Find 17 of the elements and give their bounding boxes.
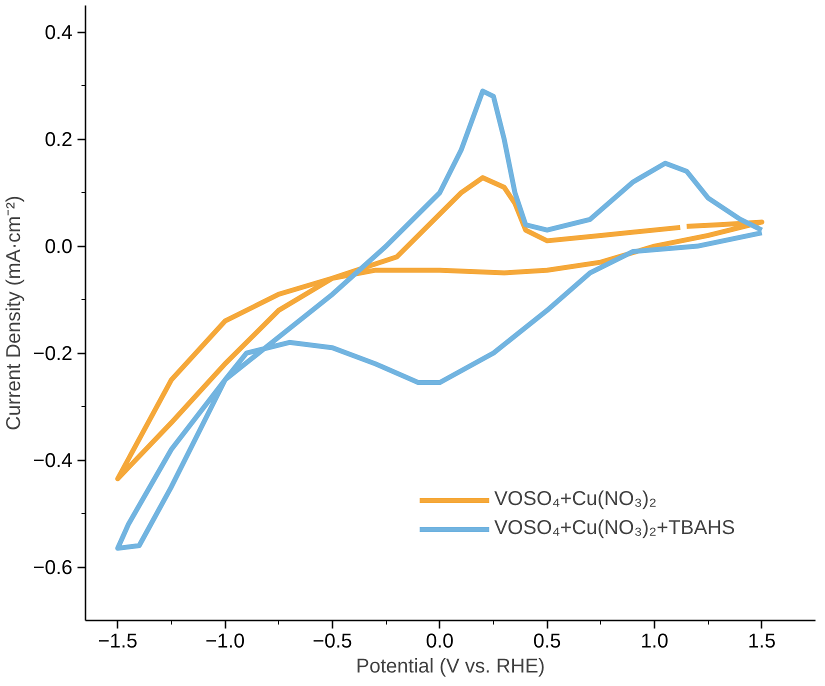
legend-label: VOSO₄+Cu(NO₃)₂: [494, 488, 657, 511]
y-tick-label: −0.6: [33, 557, 72, 580]
x-tick-label: 1.0: [640, 630, 668, 652]
legend-label: VOSO₄+Cu(NO₃)₂+TBAHS: [494, 517, 735, 540]
x-tick-label: 0.5: [533, 630, 562, 652]
x-tick-label: −1.5: [98, 630, 138, 652]
y-tick-label: −0.2: [33, 343, 72, 366]
y-tick-label: 0.0: [44, 236, 73, 258]
y-tick-label: −0.4: [33, 450, 72, 472]
y-tick-label: 0.4: [44, 22, 73, 44]
x-tick-label: −1.0: [205, 630, 245, 652]
y-tick-label: 0.2: [44, 129, 73, 152]
x-tick-label: 1.5: [748, 630, 776, 652]
y-axis-title: Current Density (mA·cm⁻²): [3, 196, 26, 430]
x-tick-label: 0.0: [426, 630, 454, 652]
x-axis-title: Potential (V vs. RHE): [356, 656, 545, 678]
x-tick-label: −0.5: [312, 630, 352, 652]
